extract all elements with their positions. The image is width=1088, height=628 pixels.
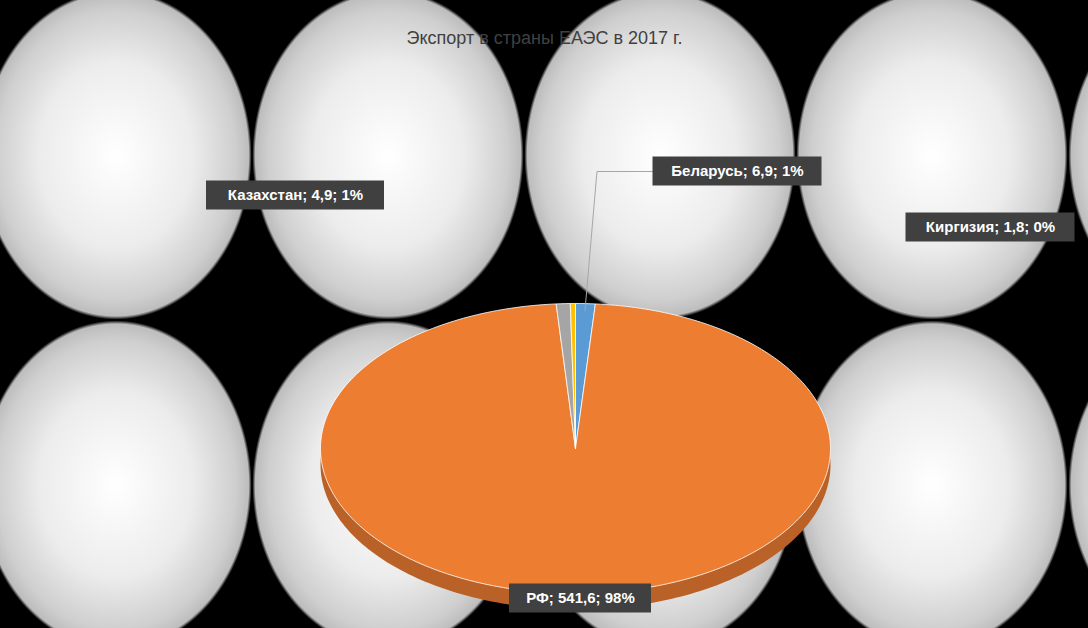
svg-text:Беларусь; 6,9; 1%: Беларусь; 6,9; 1%	[671, 162, 803, 179]
svg-text:Экспорт в страны ЕАЭС в 2017 г: Экспорт в страны ЕАЭС в 2017 г.	[407, 28, 683, 48]
svg-text:Казахстан; 4,9; 1%: Казахстан; 4,9; 1%	[228, 186, 363, 203]
svg-text:РФ; 541,6; 98%: РФ; 541,6; 98%	[526, 589, 635, 606]
svg-text:Киргизия; 1,8; 0%: Киргизия; 1,8; 0%	[926, 218, 1055, 235]
